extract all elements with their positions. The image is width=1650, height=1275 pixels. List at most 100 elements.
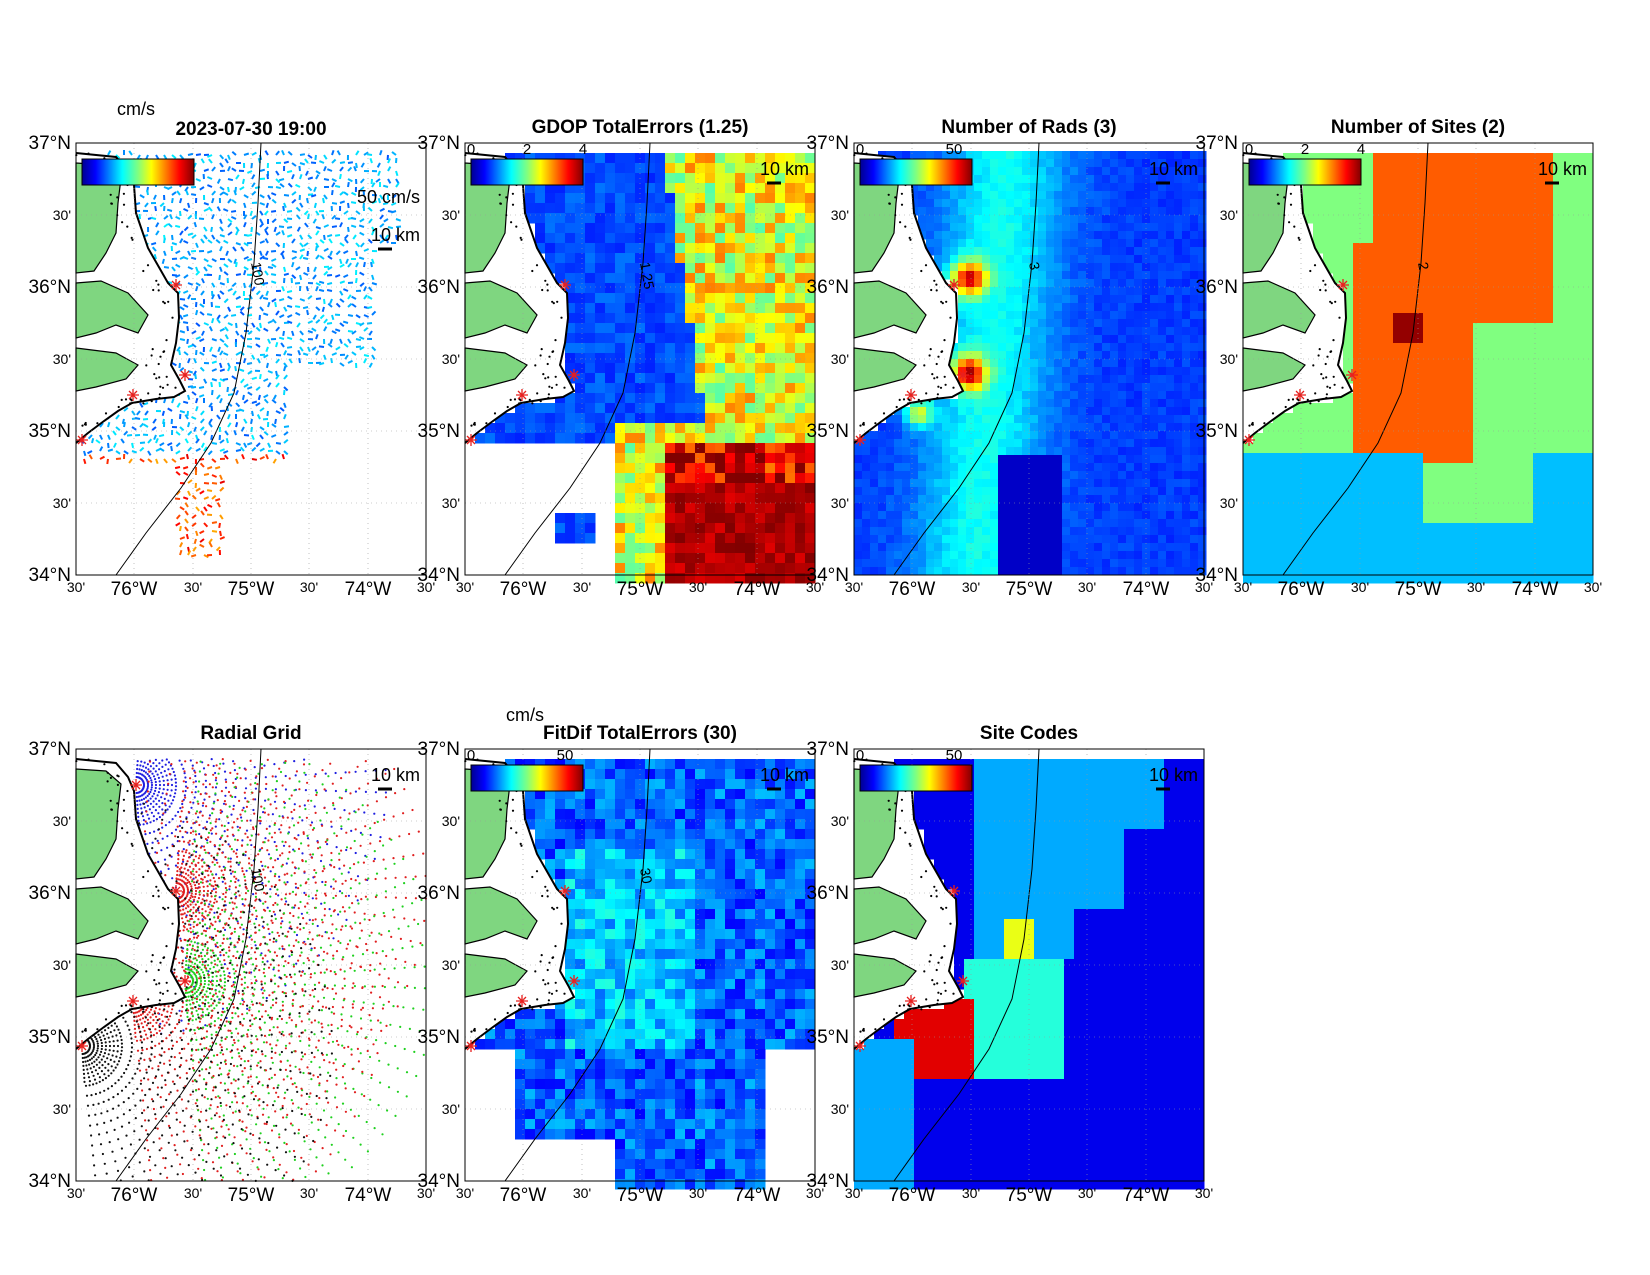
shore-dot [939,992,943,995]
shore-dot [519,399,522,402]
shore-dot [1325,376,1328,379]
shore-dot [928,1006,931,1009]
scale-bar-label: 10 km [1538,159,1587,179]
lon-tick-label: 75°W [617,1185,664,1206]
shore-dot [146,870,150,873]
shore-dot [550,386,554,389]
coastline [853,152,965,444]
shore-dot [104,1018,108,1021]
data-field [475,759,816,1190]
shore-dot [929,954,932,957]
shore-dot [865,758,868,761]
site-marker [179,369,191,381]
shore-dot [1289,192,1292,195]
shore-dot [546,895,549,898]
site-marker [957,369,969,381]
colorbar-unit: cm/s [117,99,155,119]
shore-dot [894,820,897,823]
shore-dot [907,402,910,405]
site-marker [130,779,142,791]
shore-dot [933,377,936,380]
shore-dot [1289,203,1293,206]
shore-dot [1326,385,1329,388]
shore-dot [162,906,165,909]
shore-dot [899,827,902,830]
shore-dot [548,355,551,358]
shore-dot [117,775,120,778]
lon-tick-label: 76°W [889,579,936,600]
panel-number-of-rads: Number of Rads (3) 3 37°N 30' 36°N 30' 35°N 30… [807,117,1214,600]
axes-frame [75,748,427,1182]
shore-dot [87,152,90,155]
shore-dot [166,989,169,992]
shore-dot [116,783,119,786]
shore-dot [888,808,891,811]
shore-dot [146,264,150,267]
colorbar-tick: 2 [1301,141,1309,158]
shore-dot [547,982,550,985]
shore-dot [909,844,912,847]
site-marker [568,975,580,987]
shore-dot [159,385,162,388]
lon-tick-label: 30' [573,579,591,595]
shore-dot [546,289,549,292]
shore-dot [1338,316,1341,319]
shore-dot [519,842,522,845]
shore-dot [1334,300,1337,303]
shore-dot [920,269,923,273]
panel-title: FitDif TotalErrors (30) [543,723,737,744]
shore-dot [142,1008,145,1011]
shore-dot [130,236,133,239]
coastline [464,152,576,444]
land-area [75,768,122,880]
coastline [853,758,965,1050]
site-marker [957,975,969,987]
shore-dot [944,383,947,386]
lon-tick-label: 30' [456,1185,474,1201]
shore-dot [1312,364,1315,367]
lat-tick-label: 30' [831,1101,849,1117]
lat-tick-label: 37°N [29,133,71,154]
shore-dot [937,991,940,994]
shore-dot [476,758,479,761]
lon-tick-label: 75°W [617,579,664,600]
shore-dot [511,192,514,195]
axes-frame [853,748,1205,1182]
shore-dot [122,192,125,195]
shore-dot [1297,236,1300,239]
lon-tick-label: 76°W [500,1185,547,1206]
lon-tick-label: 30' [1467,579,1485,595]
plot-area: 100 [75,748,427,1182]
shore-dot [941,302,944,305]
lon-tick-label: 30' [456,579,474,595]
site-marker [1294,389,1306,401]
lon-tick-label: 74°W [734,579,781,600]
lat-tick-label: 34°N [418,565,460,586]
shore-dot [161,386,165,389]
lon-tick-label: 30' [1195,579,1213,595]
axes-frame [75,142,427,576]
shore-dot [534,970,537,973]
lon-tick-label: 30' [67,579,85,595]
shore-dot [547,376,550,379]
shore-dot [936,982,939,985]
shore-dot [874,1028,877,1031]
panel-title: Radial Grid [200,723,301,744]
coastline [464,758,576,1050]
lat-tick-label: 30' [831,351,849,367]
site-marker [559,279,571,291]
lon-tick-label: 30' [1351,579,1369,595]
shore-dot [933,885,936,888]
shore-dot [542,979,545,982]
shore-dot [1309,402,1312,405]
vector-scale-label: 50 cm/s [357,187,420,207]
shore-dot [130,1005,133,1008]
shore-dot [155,983,158,986]
coastline [75,758,187,1050]
shore-dot [121,827,124,830]
shore-dot [513,1004,517,1007]
isobath-contour [115,142,262,576]
shore-dot [145,970,148,973]
shore-dot [87,758,90,761]
shore-dot [126,225,129,228]
